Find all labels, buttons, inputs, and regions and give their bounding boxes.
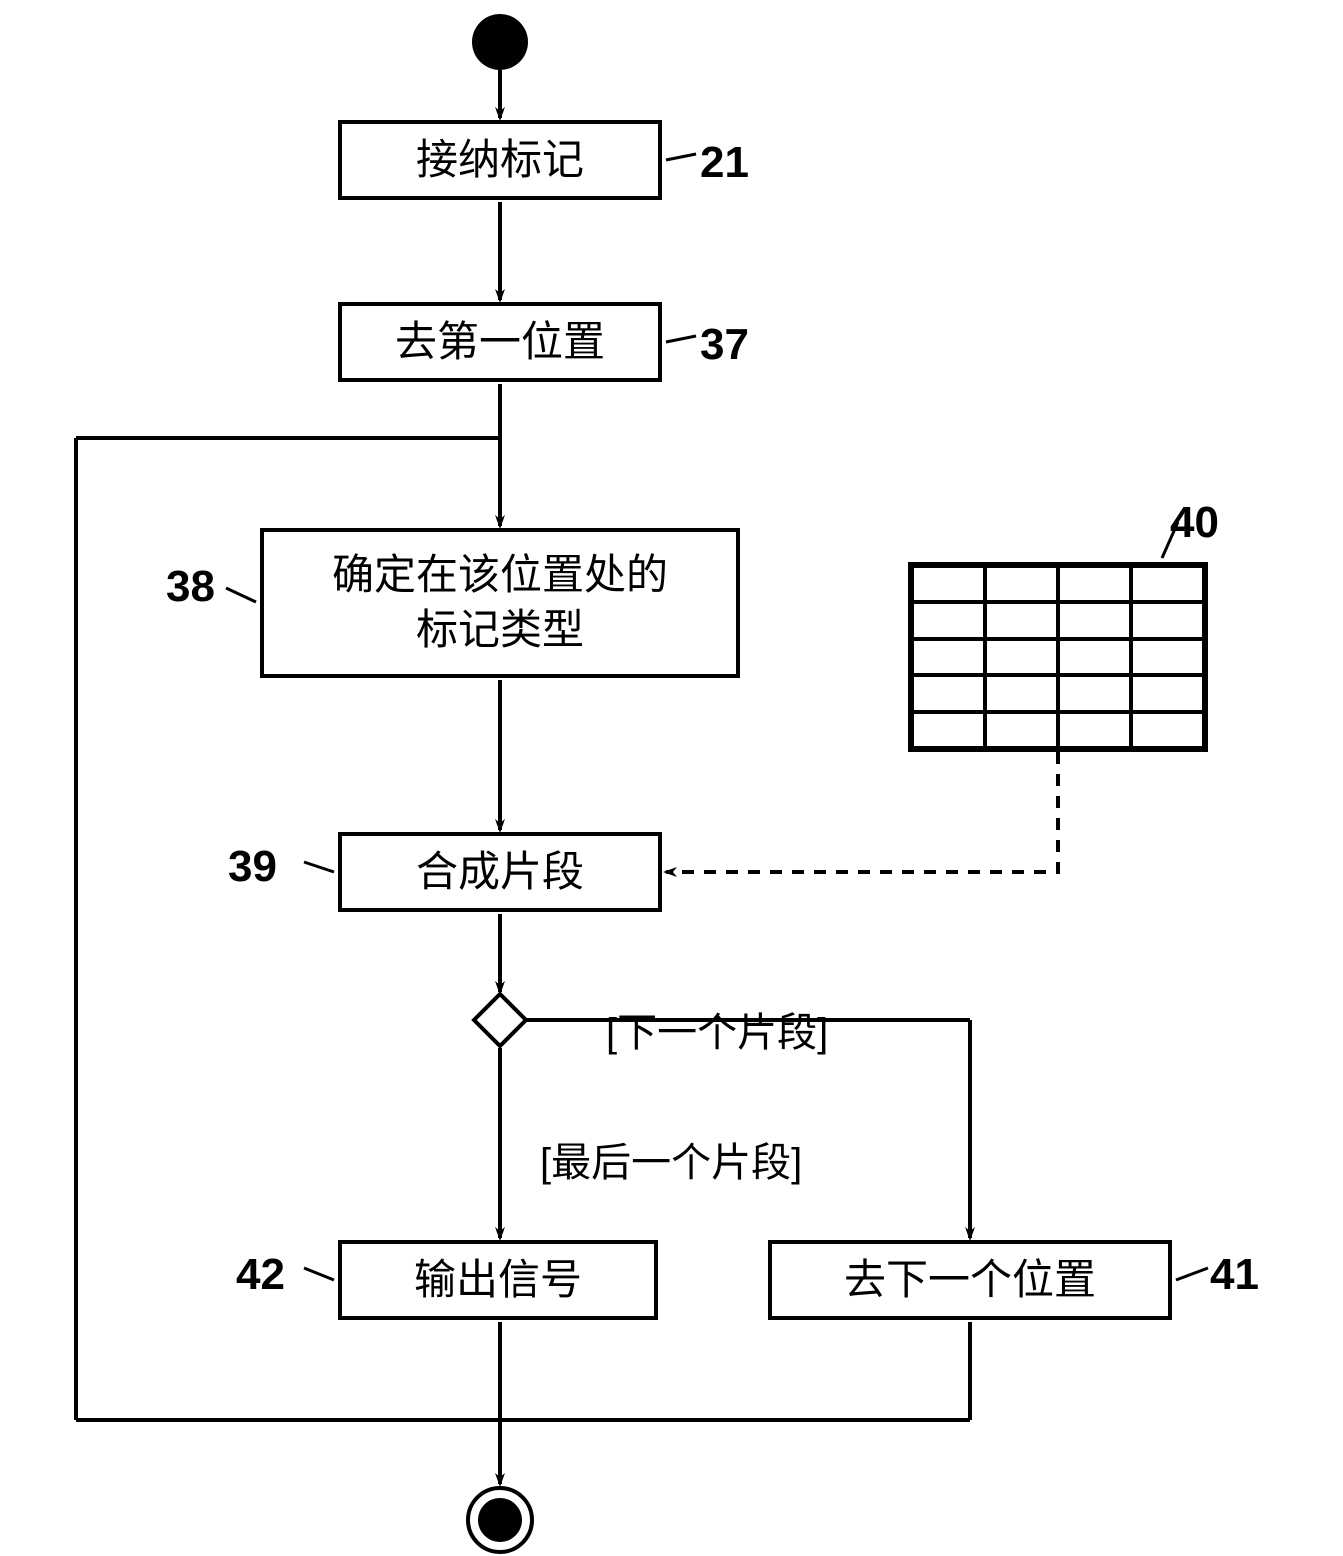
flow-box-n37: 去第一位置: [338, 302, 662, 382]
branch-label-next: [下一个片段]: [606, 1000, 828, 1058]
flow-box-n41: 去下一个位置: [768, 1240, 1172, 1320]
label-n21: 21: [700, 138, 749, 188]
label-n38: 38: [166, 562, 215, 612]
label-n42: 42: [236, 1250, 285, 1300]
lookup-table: [908, 562, 1208, 752]
end-node: [466, 1486, 534, 1554]
flow-box-n38: 确定在该位置处的标记类型: [260, 528, 740, 678]
start-node: [472, 14, 528, 70]
flow-box-n39: 合成片段: [338, 832, 662, 912]
label-n39: 39: [228, 842, 277, 892]
branch-label-last: [最后一个片段]: [540, 1130, 802, 1188]
label-40: 40: [1170, 498, 1219, 548]
flow-box-n42: 输出信号: [338, 1240, 658, 1320]
flow-box-n21: 接纳标记: [338, 120, 662, 200]
label-n37: 37: [700, 320, 749, 370]
label-n41: 41: [1210, 1250, 1259, 1300]
